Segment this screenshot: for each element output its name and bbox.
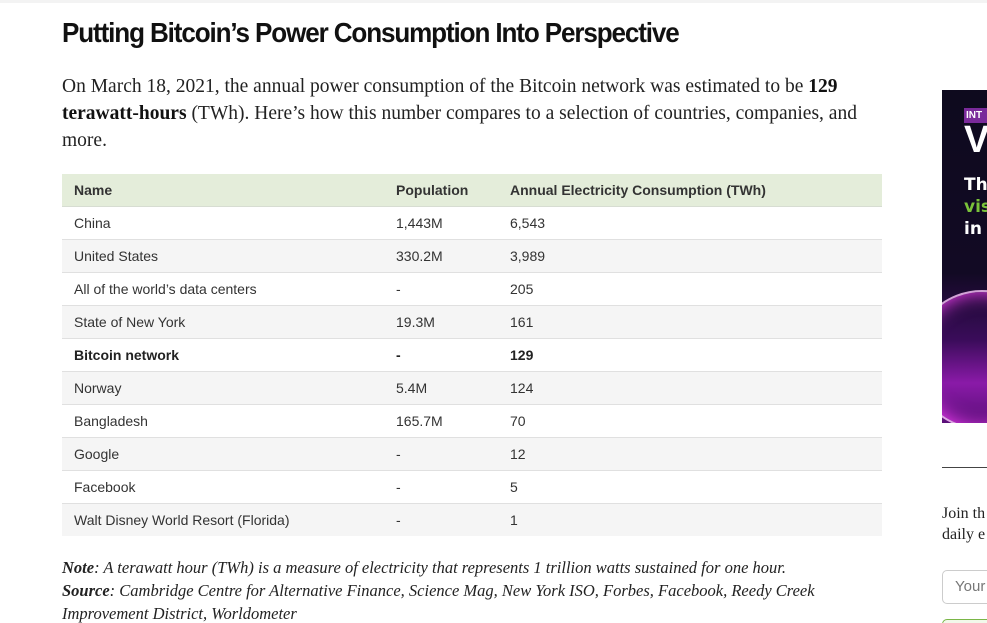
ad-headline: V bbox=[964, 119, 987, 161]
table-row: Norway 5.4M 124 bbox=[62, 371, 882, 405]
advertisement-banner[interactable]: INT V Th vis in bbox=[942, 90, 987, 423]
source-line: Source: Cambridge Centre for Alternative… bbox=[62, 579, 862, 623]
cell-population: - bbox=[384, 272, 498, 306]
intro-highlight: 129 terawatt-hours bbox=[62, 76, 838, 124]
cell-consumption: 70 bbox=[498, 404, 882, 438]
cell-consumption: 205 bbox=[498, 272, 882, 306]
cell-population: 19.3M bbox=[384, 305, 498, 339]
cell-name: Norway bbox=[62, 371, 384, 405]
intro-text-end: (TWh). Here’s how this number compares t… bbox=[62, 103, 857, 151]
cell-population: 330.2M bbox=[384, 239, 498, 273]
cell-population: 5.4M bbox=[384, 371, 498, 405]
table-row: United States 330.2M 3,989 bbox=[62, 239, 882, 273]
newsletter-text-line: daily e bbox=[942, 526, 986, 543]
source-label: Source bbox=[62, 581, 110, 600]
column-header-name: Name bbox=[62, 174, 384, 207]
cell-name: Walt Disney World Resort (Florida) bbox=[62, 503, 384, 536]
page-title: Putting Bitcoin’s Power Consumption Into… bbox=[62, 17, 680, 48]
table-body: China 1,443M 6,543 United States 330.2M … bbox=[62, 206, 882, 536]
ad-text-line-accent: vis bbox=[964, 197, 987, 217]
cell-population: 1,443M bbox=[384, 206, 498, 240]
source-text: : Cambridge Centre for Alternative Finan… bbox=[62, 581, 815, 623]
note-label: Note bbox=[62, 558, 95, 577]
cell-name: Facebook bbox=[62, 470, 384, 504]
cell-name: State of New York bbox=[62, 305, 384, 339]
table-row: All of the world’s data centers - 205 bbox=[62, 272, 882, 306]
newsletter-email-input[interactable]: Your bbox=[942, 570, 987, 604]
cell-name: Bangladesh bbox=[62, 404, 384, 438]
cell-name: All of the world’s data centers bbox=[62, 272, 384, 306]
cell-population: - bbox=[384, 338, 498, 372]
cell-population: - bbox=[384, 503, 498, 536]
newsletter-prompt: Join th daily e bbox=[942, 503, 987, 545]
cell-consumption: 1 bbox=[498, 503, 882, 536]
cell-consumption: 12 bbox=[498, 437, 882, 471]
note-text: : A terawatt hour (TWh) is a measure of … bbox=[94, 558, 786, 577]
intro-text-start: On March 18, 2021, the annual power cons… bbox=[62, 76, 809, 97]
top-bar bbox=[0, 0, 987, 3]
table-row: China 1,443M 6,543 bbox=[62, 206, 882, 240]
cell-name: China bbox=[62, 206, 384, 240]
cell-consumption: 161 bbox=[498, 305, 882, 339]
cell-name: Bitcoin network bbox=[62, 338, 384, 372]
table-header-row: Name Population Annual Electricity Consu… bbox=[62, 174, 882, 207]
cell-population: 165.7M bbox=[384, 404, 498, 438]
ad-text-line: Th bbox=[964, 175, 987, 195]
cell-consumption: 124 bbox=[498, 371, 882, 405]
cell-consumption: 6,543 bbox=[498, 206, 882, 240]
cell-name: United States bbox=[62, 239, 384, 273]
sidebar-divider bbox=[942, 467, 987, 468]
consumption-table: Name Population Annual Electricity Consu… bbox=[62, 174, 882, 536]
table-row: Bangladesh 165.7M 70 bbox=[62, 404, 882, 438]
ad-badge: INT bbox=[964, 108, 987, 123]
table-row: Google - 12 bbox=[62, 437, 882, 471]
table-row-highlighted: Bitcoin network - 129 bbox=[62, 338, 882, 372]
table-notes: Note: A terawatt hour (TWh) is a measure… bbox=[62, 556, 862, 623]
ad-text-line: in bbox=[964, 219, 982, 239]
cell-consumption: 3,989 bbox=[498, 239, 882, 273]
newsletter-subscribe-button[interactable] bbox=[942, 619, 987, 623]
table-row: Walt Disney World Resort (Florida) - 1 bbox=[62, 503, 882, 536]
article: Putting Bitcoin’s Power Consumption Into… bbox=[62, 14, 882, 623]
cell-population: - bbox=[384, 470, 498, 504]
intro-paragraph: On March 18, 2021, the annual power cons… bbox=[62, 73, 862, 154]
cell-name: Google bbox=[62, 437, 384, 471]
cell-population: - bbox=[384, 437, 498, 471]
table-row: State of New York 19.3M 161 bbox=[62, 305, 882, 339]
newsletter-text-line: Join th bbox=[942, 505, 986, 522]
cell-consumption: 5 bbox=[498, 470, 882, 504]
cell-consumption: 129 bbox=[498, 338, 882, 372]
note-line: Note: A terawatt hour (TWh) is a measure… bbox=[62, 556, 862, 579]
column-header-population: Population bbox=[384, 174, 498, 207]
column-header-consumption: Annual Electricity Consumption (TWh) bbox=[498, 174, 882, 207]
ad-swirl-graphic bbox=[942, 290, 987, 423]
table-row: Facebook - 5 bbox=[62, 470, 882, 504]
